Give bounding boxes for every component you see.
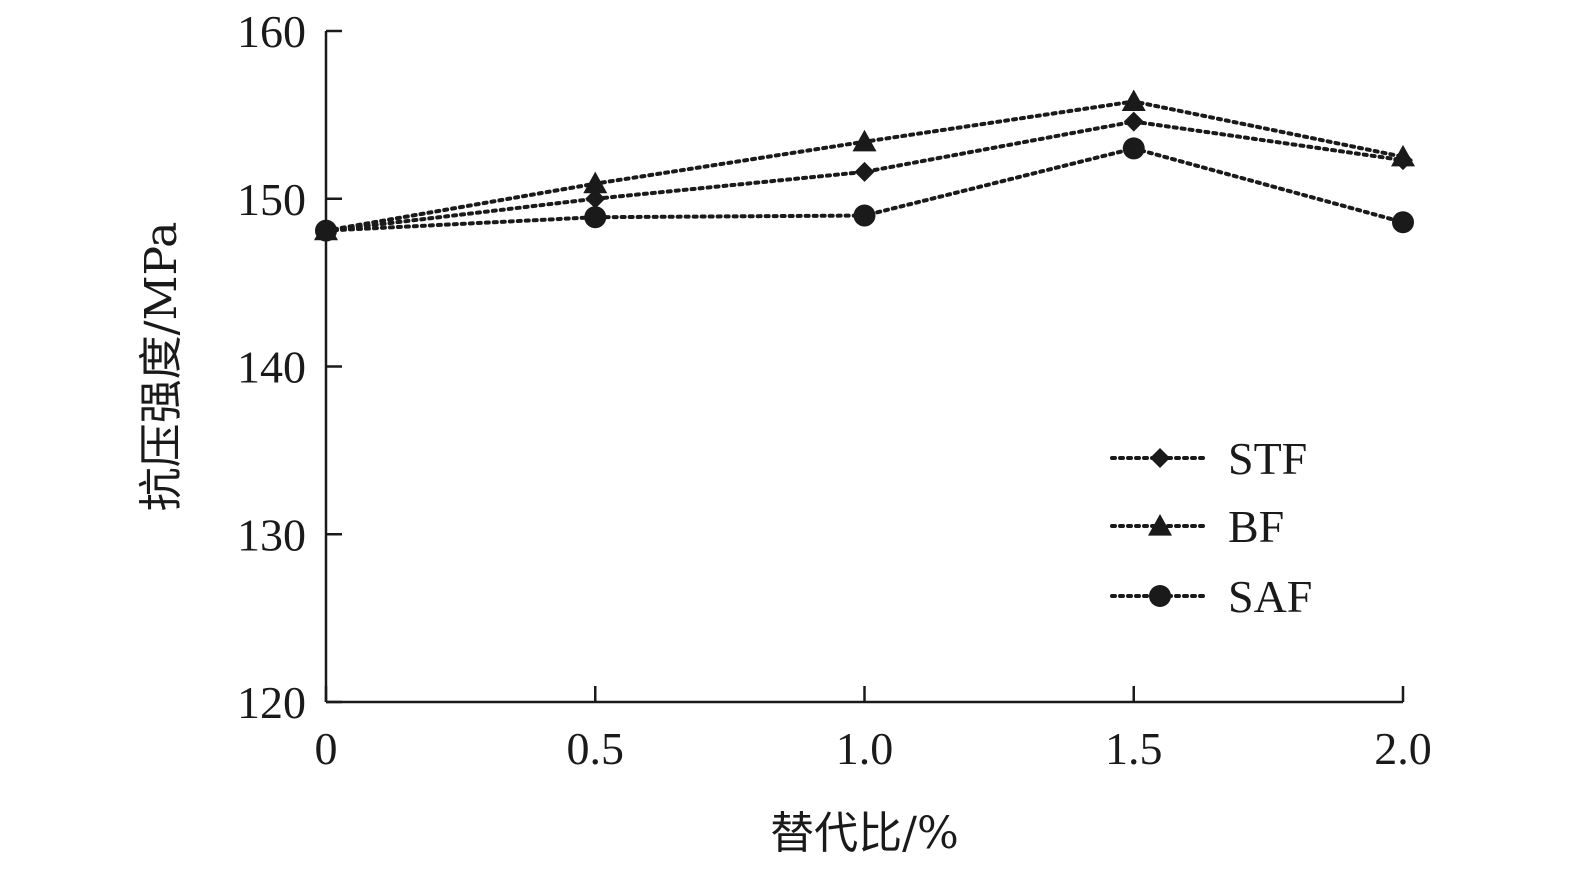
data-point-stf: [854, 161, 875, 182]
legend-item-saf: SAF: [1110, 571, 1312, 622]
data-point-bf: [1391, 144, 1415, 167]
data-point-saf: [1392, 211, 1414, 234]
data-point-saf: [315, 219, 337, 242]
y-axis-title: 抗压强度/MPa: [136, 222, 187, 512]
data-point-stf: [1123, 111, 1144, 132]
data-point-bf: [1121, 89, 1146, 112]
legend-marker: [1149, 585, 1171, 607]
series-saf: [315, 137, 1414, 242]
x-tick-label: 0.5: [567, 723, 625, 774]
legend: STF BF SAF: [1110, 433, 1312, 622]
legend-marker: [1148, 514, 1172, 536]
legend-label: STF: [1228, 433, 1307, 484]
x-tick-label: 2.0: [1374, 723, 1432, 774]
legend-item-stf: STF: [1110, 433, 1307, 484]
legend-item-bf: BF: [1110, 501, 1284, 552]
legend-label: SAF: [1228, 571, 1312, 622]
y-tick-label: 160: [237, 6, 306, 57]
y-tick-label: 120: [237, 677, 306, 728]
x-tick-label: 1.0: [836, 723, 894, 774]
data-point-saf: [853, 204, 876, 227]
series-line: [324, 119, 1405, 233]
legend-marker: [1150, 448, 1170, 468]
data-point-stf: [585, 188, 606, 209]
y-tick-label: 130: [237, 509, 306, 560]
axes: 120 130 140 150 160 0 0.5 1.0 1.5 2.0: [237, 6, 1432, 774]
series-layer: [314, 89, 1415, 242]
data-point-saf: [1122, 137, 1145, 160]
y-tick-label: 140: [237, 342, 306, 393]
legend-label: BF: [1228, 501, 1284, 552]
x-axis-title: 替代比/%: [770, 808, 959, 859]
data-point-bf: [583, 171, 608, 194]
data-point-saf: [584, 206, 607, 229]
data-point-bf: [852, 129, 877, 152]
x-tick-label: 1.5: [1105, 723, 1163, 774]
x-tick-label: 0: [315, 723, 338, 774]
y-tick-label: 150: [237, 174, 306, 225]
